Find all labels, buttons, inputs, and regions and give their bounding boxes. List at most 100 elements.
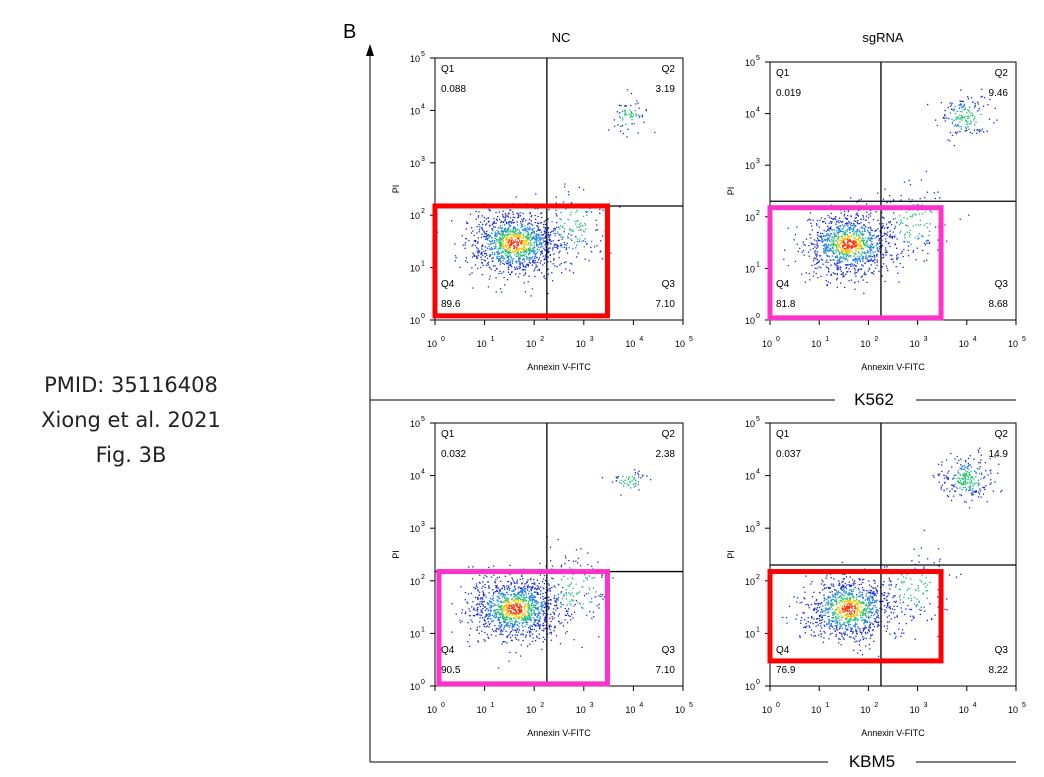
event-dot <box>862 237 864 239</box>
event-dot <box>887 595 889 597</box>
y-tick-label: 10 <box>410 54 420 64</box>
event-dot <box>823 245 825 247</box>
event-dot <box>507 213 509 215</box>
event-dot <box>865 256 867 258</box>
event-dot <box>502 245 504 247</box>
event-dot <box>844 259 846 261</box>
event-dot <box>560 211 562 214</box>
event-dot <box>843 213 846 215</box>
event-dot <box>526 618 528 621</box>
event-dot <box>488 587 490 589</box>
event-dot <box>551 618 554 620</box>
event-dot <box>490 605 492 607</box>
event-dot <box>547 292 549 295</box>
event-dot <box>865 620 867 622</box>
x-tick-exponent: 0 <box>441 702 445 709</box>
event-dot <box>552 263 554 265</box>
event-dot <box>486 608 488 610</box>
event-dot <box>816 259 819 261</box>
event-dot <box>849 226 851 228</box>
event-dot <box>895 600 897 603</box>
event-dot <box>459 266 461 268</box>
event-dot <box>479 617 481 619</box>
event-dot <box>502 607 504 609</box>
event-dot <box>823 251 825 254</box>
event-dot <box>535 619 537 621</box>
y-tick-label: 10 <box>745 264 755 274</box>
event-dot <box>841 627 843 629</box>
event-dot <box>535 619 537 622</box>
event-dot <box>582 603 584 605</box>
event-dot <box>548 596 550 598</box>
event-dot <box>951 121 954 123</box>
event-dot <box>486 576 488 578</box>
event-dot <box>908 198 910 200</box>
event-dot <box>840 619 842 621</box>
event-dot <box>515 250 517 253</box>
event-dot <box>481 617 484 619</box>
event-dot <box>635 482 637 485</box>
event-dot <box>489 275 491 277</box>
event-dot <box>539 620 541 622</box>
event-dot <box>498 272 500 275</box>
event-dot <box>978 109 980 112</box>
event-dot <box>818 266 820 268</box>
event-dot <box>838 252 841 255</box>
event-dot <box>557 245 559 248</box>
event-dot <box>477 248 479 250</box>
event-dot <box>533 619 536 621</box>
event-dot <box>517 595 519 598</box>
event-dot <box>506 615 508 617</box>
event-dot <box>878 617 880 619</box>
event-dot <box>852 240 854 242</box>
quadrant-label-q4: Q4 <box>776 279 790 290</box>
event-dot <box>631 115 633 117</box>
event-dot <box>565 268 567 270</box>
event-dot <box>486 257 489 259</box>
event-dot <box>909 229 911 231</box>
event-dot <box>510 613 513 615</box>
event-dot <box>838 591 840 594</box>
event-dot <box>641 115 643 118</box>
event-dot <box>887 243 890 245</box>
event-dot <box>527 600 530 602</box>
event-dot <box>978 107 980 110</box>
event-dot <box>522 634 525 636</box>
event-dot <box>488 220 490 222</box>
event-dot <box>896 258 898 261</box>
event-dot <box>511 222 513 224</box>
event-dot <box>808 272 811 275</box>
event-dot <box>472 566 474 568</box>
event-dot <box>873 234 875 236</box>
event-dot <box>840 592 842 594</box>
event-dot <box>535 193 537 195</box>
event-dot <box>486 239 489 241</box>
quadrant-label-q4: Q4 <box>441 645 455 656</box>
event-dot <box>537 587 539 590</box>
event-dot <box>830 264 832 266</box>
event-dot <box>528 606 530 609</box>
event-dot <box>535 600 537 602</box>
event-dot <box>505 231 507 233</box>
event-dot <box>843 238 845 240</box>
event-dot <box>528 236 530 239</box>
event-dot <box>826 240 829 242</box>
event-dot <box>495 579 497 581</box>
event-dot <box>847 264 849 266</box>
event-dot <box>515 616 517 618</box>
event-dot <box>520 232 522 234</box>
event-dot <box>964 119 967 121</box>
event-dot <box>522 229 524 231</box>
event-dot <box>553 585 555 587</box>
event-dot <box>858 241 860 243</box>
event-dot <box>522 220 524 222</box>
event-dot <box>577 252 579 254</box>
event-dot <box>856 212 858 214</box>
event-dot <box>526 600 528 602</box>
event-dot <box>859 630 861 632</box>
event-dot <box>476 257 478 259</box>
event-dot <box>976 132 978 134</box>
event-dot <box>521 596 523 598</box>
event-dot <box>840 282 842 284</box>
event-dot <box>508 258 510 260</box>
